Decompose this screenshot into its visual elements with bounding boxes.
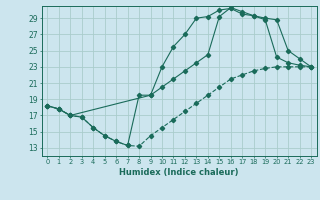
X-axis label: Humidex (Indice chaleur): Humidex (Indice chaleur) [119, 168, 239, 177]
